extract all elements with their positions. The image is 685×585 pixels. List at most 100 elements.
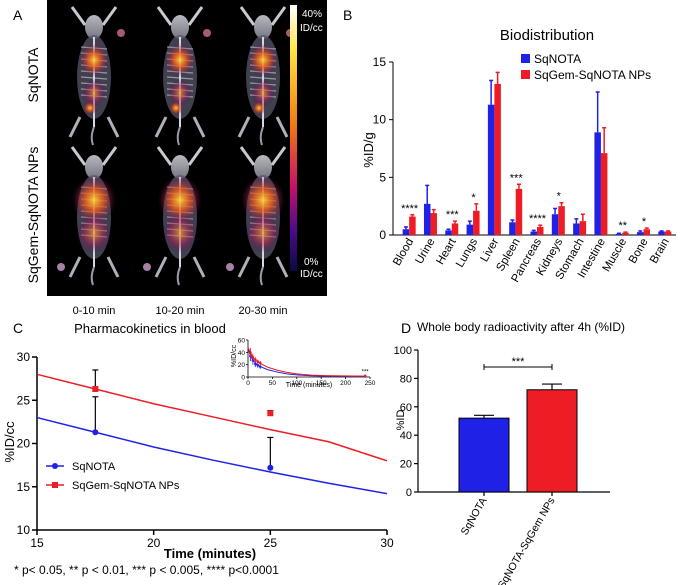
chart-b-bar: [664, 231, 672, 235]
chart-b-bar: [430, 213, 437, 235]
mouse-tail: [259, 126, 264, 146]
mouse-tail: [90, 126, 95, 146]
mouse-hindlimbs: [154, 256, 206, 278]
row-label-sqnota: SqNOTA: [25, 47, 41, 103]
mouse-head: [254, 15, 272, 39]
mouse-head: [85, 15, 103, 39]
mouse-head: [254, 155, 272, 179]
chart-b-bar: [473, 210, 480, 235]
chart-b-bar: [551, 214, 559, 235]
mouse-hindlimbs: [154, 116, 206, 138]
chart-c-ytick-label: 15: [17, 480, 31, 494]
inset-point: [258, 365, 262, 368]
chart-b-significance: *: [471, 192, 476, 204]
chart-b-bar: [579, 221, 587, 235]
chart-d-bar: [458, 417, 510, 493]
legend-b-swatch-sqgem: [521, 70, 530, 79]
significance-footnote: * p< 0.05, ** p < 0.01, *** p < 0.005, *…: [14, 563, 279, 577]
inset-ytick-label: 60: [238, 338, 246, 345]
uptake-abdomen: [82, 79, 106, 107]
chart-c-xtick-label: 15: [30, 536, 44, 550]
chart-c-fit-line: [36, 373, 388, 462]
scale-bottom-unit: ID/cc: [300, 269, 323, 280]
chart-d-ytick-label: 80: [400, 373, 412, 385]
legend-b-swatch-sqnota: [521, 54, 530, 63]
chart-b-category-label: Bone: [627, 237, 651, 266]
chart-b-ytick-label: 15: [373, 55, 387, 69]
color-scale-bar: [290, 5, 297, 271]
chart-b-ytick-label: 0: [379, 228, 386, 242]
mouse-images: [57, 6, 294, 286]
chart-b-ytick-label: 10: [373, 113, 387, 127]
inset-xtick-label: 200: [340, 380, 351, 387]
chart-b-bar: [494, 83, 501, 235]
mouse-image: [57, 146, 120, 286]
scale-top-value: 40%: [302, 9, 322, 20]
chart-b-bar: [558, 206, 565, 235]
chart-b-significance: **: [618, 220, 627, 232]
chart-d-category-label: SqNOTA-SqGem NPs: [496, 496, 558, 585]
chart-d-ytick-label: 60: [400, 402, 412, 414]
chart-b-bar: [423, 203, 431, 235]
chart-d-category-label: SqNOTA: [459, 496, 490, 538]
time-label-2: 20-30 min: [239, 305, 288, 317]
uptake-marker: [117, 29, 125, 37]
chart-b-bar: [600, 153, 608, 235]
mouse-hindlimbs: [237, 116, 289, 138]
chart-b-bar: [445, 230, 452, 235]
uptake-liver: [165, 43, 195, 77]
uptake-abdomen: [251, 79, 275, 107]
chart-d-ytick-label: 20: [400, 459, 412, 471]
inset-xtick-label: 0: [246, 380, 250, 387]
inset-point: [256, 360, 260, 363]
legend-b-label-sqgem: SqGem-SqNOTA NPs: [534, 68, 651, 82]
uptake-marker: [143, 263, 151, 271]
legend-c-label-sqgem: SqGem-SqNOTA NPs: [72, 480, 180, 492]
panel-label-a: A: [13, 7, 23, 23]
chart-b-bar: [594, 132, 601, 235]
chart-b-significance: *: [557, 191, 562, 203]
uptake-abdomen: [162, 213, 198, 253]
inset-point: [258, 361, 262, 365]
chart-c-ytick-label: 30: [17, 350, 31, 364]
chart-c-xtick-label: 20: [147, 536, 161, 550]
chart-c-xlabel: Time (minutes): [164, 546, 256, 561]
panel-label-c: C: [13, 320, 23, 336]
mouse-image: [154, 6, 211, 146]
chart-b-bar: [615, 233, 623, 235]
time-label-1: 10-20 min: [156, 305, 205, 317]
chart-b-bar: [402, 229, 410, 235]
uptake-abdomen: [168, 79, 192, 107]
inset-ytick-label: 0: [241, 375, 245, 382]
mouse-head: [85, 155, 103, 179]
scale-bottom-value: 0%: [304, 257, 319, 268]
chart-b-bar: [451, 223, 459, 235]
inset-point: [254, 362, 257, 366]
chart-c-point: [92, 429, 99, 436]
chart-b-bar: [530, 231, 537, 235]
chart-d-title: Whole body radioactivity after 4h (%ID): [417, 320, 625, 334]
mouse-image: [226, 146, 289, 286]
chart-b-significance: ****: [401, 203, 419, 215]
uptake-marker: [226, 263, 234, 271]
chart-b-significance: ***: [510, 172, 524, 184]
chart-c-point: [267, 410, 274, 417]
inset-fit-line: [247, 349, 366, 377]
panel-label-b: B: [343, 7, 352, 23]
chart-d-ytick-label: 0: [406, 487, 412, 499]
legend-c-marker-sqnota: [52, 463, 58, 469]
chart-c-title: Pharmacokinetics in blood: [74, 321, 226, 336]
mouse-image: [68, 6, 125, 146]
chart-b-bar: [466, 224, 474, 235]
mouse-forelimbs: [70, 146, 118, 166]
uptake-abdomen: [245, 213, 281, 253]
mouse-head: [171, 155, 189, 179]
chart-b-category-label: Urine: [413, 237, 437, 267]
mouse-tail: [176, 126, 181, 146]
inset-ytick-label: 20: [238, 362, 246, 369]
legend-b-label-sqnota: SqNOTA: [534, 52, 581, 66]
uptake-liver: [248, 43, 278, 77]
chart-c-xtick-label: 30: [380, 536, 394, 550]
mouse-hindlimbs: [68, 116, 120, 138]
